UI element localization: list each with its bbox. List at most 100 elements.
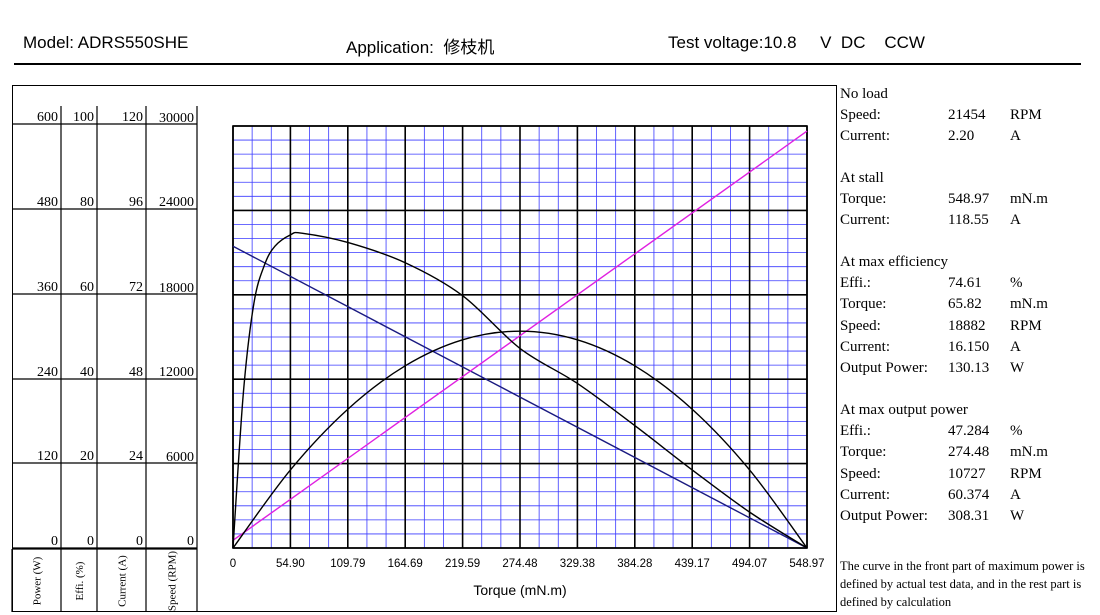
plot-area-border (232, 125, 808, 549)
axis-title-current: Current (A) (117, 555, 129, 607)
side-row-value: 18882 (948, 317, 986, 334)
side-row-unit: mN.m (1010, 296, 1048, 313)
axis-tick-label-power: 480 (37, 195, 58, 210)
x-tick-label: 384.28 (617, 558, 652, 570)
header-rule (14, 63, 1081, 65)
series-line-effi (232, 231, 808, 549)
side-row-value: 47.284 (948, 423, 990, 440)
side-row-label: Effi.: (840, 423, 871, 440)
side-row-label: Current: (840, 486, 890, 503)
axis-tick-label-speed: 12000 (159, 365, 194, 380)
series-line-current (232, 130, 808, 541)
side-section-heading: No load (840, 86, 888, 102)
side-row-value: 130.13 (948, 360, 990, 376)
x-tick-label: 274.48 (502, 558, 537, 570)
x-tick-label: 0 (230, 558, 236, 570)
side-row-unit: mN.m (1010, 191, 1048, 208)
side-row-label: Current: (840, 128, 890, 145)
side-row: Output Power: 308.31 W (840, 508, 1080, 528)
side-row: Torque: 65.82 mN.m (840, 296, 1080, 316)
side-row: Current: 2.20 A (840, 128, 1080, 148)
side-row-value: 16.150 (948, 338, 990, 355)
side-row: Output Power: 130.13 W (840, 360, 1080, 380)
x-tick-label: 439.17 (675, 558, 710, 570)
axis-tick-label-effi: 20 (80, 449, 94, 464)
side-row-value: 274.48 (948, 444, 990, 461)
x-tick-label: 548.97 (789, 558, 824, 570)
side-row-unit: RPM (1010, 317, 1042, 334)
side-row-unit: RPM (1010, 465, 1042, 482)
side-row: Effi.: 47.284% (840, 423, 1080, 443)
axis-tick-label-current: 0 (136, 534, 143, 549)
axis-tick-label-speed: 18000 (159, 281, 194, 296)
side-row-unit: % (1010, 275, 1023, 292)
axis-tick-label-effi: 40 (80, 365, 94, 380)
side-row-value: 308.31 (948, 508, 990, 524)
axis-tick-label-current: 48 (129, 365, 143, 380)
side-row-unit: W (1010, 360, 1025, 376)
axis-tick-label-current: 96 (129, 195, 143, 210)
side-row-unit: % (1010, 423, 1023, 440)
axis-tick-label-speed: 0 (187, 534, 194, 549)
side-row-label: Effi.: (840, 275, 871, 292)
side-row-label: Output Power: (840, 508, 928, 524)
test-voltage-label: Test voltage:10.8 V DC CCW (668, 33, 925, 52)
side-section-heading: At max efficiency (840, 254, 949, 270)
side-row-value: 2.20 (948, 128, 975, 145)
side-row-unit: mN.m (1010, 444, 1048, 461)
side-row-unit: A (1010, 338, 1021, 355)
side-row-label: Speed: (840, 317, 881, 334)
side-section-heading: At stall (840, 170, 884, 186)
axis-tick-label-power: 240 (37, 365, 58, 380)
x-tick-label: 219.59 (445, 558, 480, 570)
side-row-unit: A (1010, 128, 1021, 145)
side-row-unit: A (1010, 486, 1021, 503)
side-row-value: 118.55 (948, 212, 989, 229)
x-tick-label: 329.38 (560, 558, 595, 570)
x-tick-label: 164.69 (388, 558, 423, 570)
side-row: Torque: 274.48 mN.m (840, 444, 1080, 464)
axis-title-speed: Speed (RPM) (167, 551, 179, 612)
side-row-value: 10727 (948, 465, 986, 482)
x-tick-label: 494.07 (732, 558, 767, 570)
axis-tick-label-effi: 100 (73, 110, 94, 125)
x-tick-label: 54.90 (276, 558, 305, 570)
side-row-unit: W (1010, 508, 1025, 524)
side-row-label: Speed: (840, 465, 881, 482)
axis-tick-label-power: 360 (37, 280, 58, 295)
axis-tick-label-speed: 30000 (159, 111, 194, 126)
side-row: Torque: 548.97 mN.m (840, 191, 1080, 211)
side-row-label: Current: (840, 338, 890, 355)
model-label: Model: ADRS550SHE (23, 33, 189, 52)
x-tick-label: 109.79 (330, 558, 365, 570)
side-row-label: Torque: (840, 444, 887, 461)
application-label: Application: 修枝机 (346, 38, 495, 57)
side-row-label: Current: (840, 212, 890, 229)
side-row-unit: A (1010, 212, 1021, 229)
side-section-heading: At max output power (840, 402, 968, 418)
side-row-unit: RPM (1010, 107, 1042, 124)
side-row: Speed: 10727 RPM (840, 466, 1080, 486)
series-line-speed (232, 245, 808, 549)
axis-tick-label-effi: 60 (80, 280, 94, 295)
side-row: Current: 118.55 A (840, 212, 1080, 232)
side-row: Current: 60.374 A (840, 487, 1080, 507)
side-row: Effi.: 74.61% (840, 275, 1080, 295)
axis-tick-label-current: 72 (129, 280, 143, 295)
side-row-value: 74.61 (948, 275, 982, 292)
side-row-label: Torque: (840, 296, 887, 313)
axis-tick-label-speed: 6000 (166, 450, 194, 465)
side-row-value: 548.97 (948, 191, 990, 208)
axis-tick-label-effi: 0 (87, 534, 94, 549)
axis-title-power: Power (W) (32, 556, 44, 605)
chart-frame (12, 85, 837, 612)
side-row: Speed: 21454 RPM (840, 107, 1080, 127)
motor-performance-chart: 0 54.90 109.79 164.69 219.59 274.48 329.38 384.… (11, 106, 825, 612)
side-row-label: Output Power: (840, 360, 928, 376)
axis-tick-label-speed: 24000 (159, 195, 194, 210)
x-axis-title: Torque (mN.m) (473, 582, 566, 598)
axis-tick-label-current: 120 (122, 110, 143, 125)
side-row-value: 21454 (948, 107, 986, 124)
side-row-value: 65.82 (948, 296, 982, 313)
axis-tick-label-power: 120 (37, 449, 58, 464)
